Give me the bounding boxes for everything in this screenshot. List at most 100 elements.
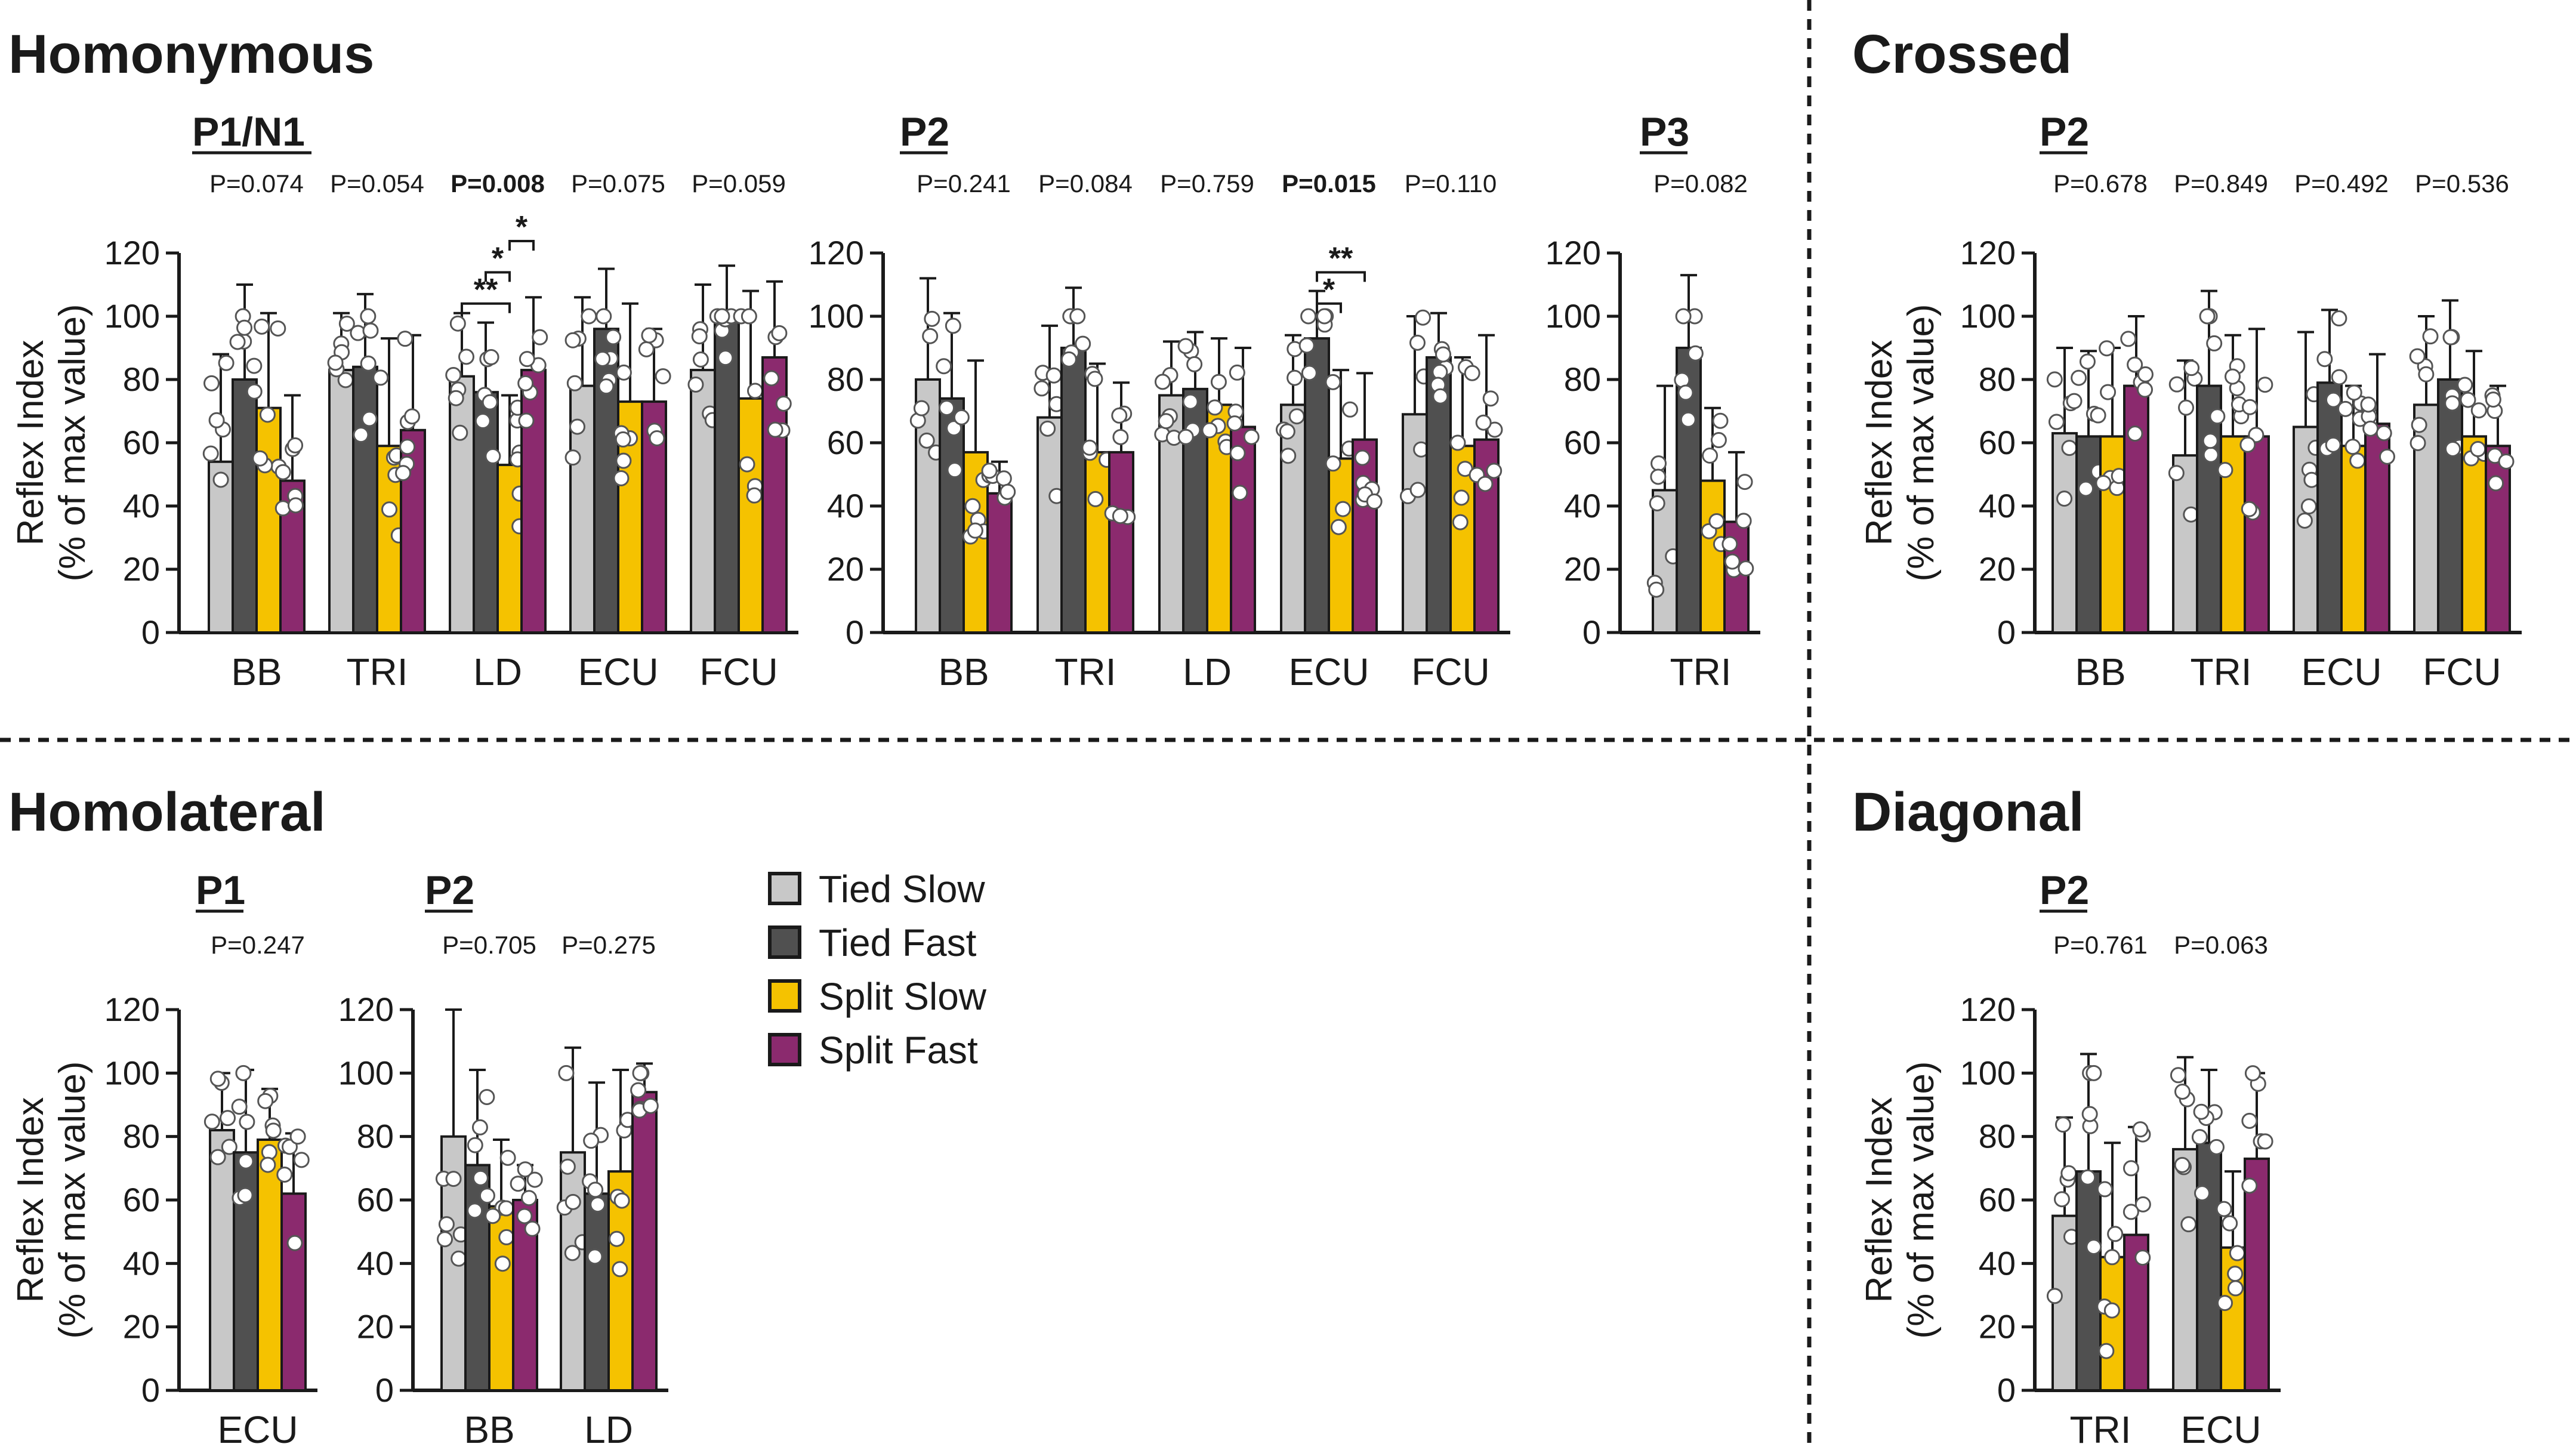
bar-tied-fast — [232, 378, 258, 634]
data-point — [2046, 1288, 2063, 1304]
data-point — [981, 462, 998, 479]
data-point — [372, 369, 389, 386]
y-tick-label: 80 — [1979, 1118, 2016, 1155]
legend-label-tied-slow: Tied Slow — [819, 868, 985, 911]
bar-split-slow — [2340, 445, 2367, 634]
data-point — [1335, 501, 1352, 517]
data-point — [615, 452, 632, 469]
data-point — [2134, 1196, 2151, 1213]
data-point — [2174, 1083, 2191, 1100]
y-tick-label: 100 — [104, 1054, 160, 1091]
p-value-label: P=0.059 — [692, 169, 786, 198]
data-point — [1325, 455, 1341, 472]
data-point — [485, 448, 501, 465]
data-point — [2316, 351, 2333, 368]
bar-tied-fast — [2075, 1170, 2102, 1392]
data-point — [404, 408, 421, 425]
data-point — [452, 424, 468, 441]
bar-split-fast — [1108, 451, 1134, 634]
data-point — [605, 329, 622, 345]
y-tick-label: 120 — [1960, 234, 2016, 272]
data-point — [203, 1113, 220, 1130]
legend-swatch-split-slow — [768, 979, 801, 1013]
data-point — [235, 1065, 252, 1081]
x-category-label: TRI — [1670, 650, 1731, 693]
data-point — [1409, 334, 1426, 351]
data-point — [265, 1122, 282, 1139]
data-point — [2132, 1121, 2149, 1138]
p-value-label: P=0.015 — [1282, 169, 1376, 198]
data-point — [2053, 1191, 2070, 1208]
chart-crossed_p2: P2 0 20 40 60 80 100 120 Reflex Index (% of max v… — [1859, 109, 2522, 693]
data-point — [239, 1113, 255, 1130]
y-tick-label: 20 — [827, 550, 864, 588]
data-point — [237, 1187, 254, 1204]
bar-tied-slow — [1036, 416, 1063, 634]
data-point — [494, 1255, 511, 1272]
x-category-label: LD — [1183, 650, 1232, 693]
data-point — [746, 382, 763, 399]
data-point — [1475, 414, 1492, 431]
data-point — [1736, 474, 1753, 490]
y-tick-label: 40 — [1979, 1244, 2016, 1282]
y-tick-label: 40 — [123, 487, 160, 525]
category-group-ecu: ECU P=0.247 — [203, 931, 310, 1450]
p-value-label: P=0.275 — [562, 931, 656, 959]
category-group-tri: TRI P=0.849 — [2168, 169, 2273, 693]
y-tick-label: 100 — [338, 1054, 394, 1091]
data-point — [2337, 400, 2354, 417]
x-category-label: BB — [231, 650, 282, 693]
data-point — [918, 432, 935, 449]
data-point — [1112, 508, 1128, 525]
data-point — [449, 315, 466, 332]
data-point — [2216, 1201, 2232, 1217]
data-point — [1300, 308, 1317, 325]
data-point — [517, 375, 534, 391]
data-point — [2056, 490, 2073, 507]
data-point — [1210, 374, 1227, 390]
data-point — [2168, 465, 2185, 482]
section-title-crossed: Crossed — [1852, 24, 2072, 85]
data-point — [2107, 1226, 2124, 1242]
y-tick-label: 0 — [1997, 613, 2016, 651]
data-point — [2137, 381, 2154, 398]
data-point — [510, 1176, 526, 1192]
data-point — [1687, 345, 1704, 362]
y-tick-label: 40 — [827, 487, 864, 525]
y-tick-label: 0 — [1997, 1371, 2016, 1409]
data-point — [1649, 495, 1665, 511]
data-point — [2362, 420, 2379, 437]
data-point — [498, 1200, 514, 1217]
p-value-label: P=0.110 — [1405, 169, 1497, 198]
data-point — [2080, 1169, 2096, 1186]
y-tick-label: 0 — [141, 613, 160, 651]
data-point — [717, 350, 734, 366]
category-group-bb: BB P=0.074 — [202, 169, 306, 693]
data-point — [2174, 1156, 2191, 1173]
data-point — [649, 430, 665, 446]
bar-split-fast — [2244, 435, 2270, 634]
data-point — [2460, 391, 2476, 408]
data-point — [397, 331, 414, 347]
data-point — [566, 375, 583, 391]
legend: Tied Slow Tied Fast Split Slow Split Fas… — [768, 868, 987, 1072]
data-point — [2241, 399, 2258, 415]
data-point — [1081, 439, 1098, 456]
section-title-homonymous: Homonymous — [8, 24, 374, 85]
data-point — [936, 358, 952, 375]
data-point — [1279, 423, 1295, 440]
bar-split-fast — [1230, 425, 1256, 634]
y-tick-label: 120 — [1960, 991, 2016, 1028]
data-point — [1177, 338, 1194, 354]
data-point — [2498, 453, 2515, 470]
data-point — [1177, 428, 1194, 445]
legend-swatch-tied-fast — [768, 925, 801, 959]
data-point — [2229, 1245, 2245, 1261]
y-tick-label: 100 — [104, 297, 160, 335]
data-point — [1712, 412, 1729, 429]
significance-stars: ** — [1329, 241, 1353, 276]
x-category-label: TRI — [346, 650, 408, 693]
section-title-diagonal: Diagonal — [1852, 782, 2084, 843]
category-group-fcu: FCU P=0.536 — [2409, 169, 2515, 693]
data-point — [1201, 422, 1218, 439]
